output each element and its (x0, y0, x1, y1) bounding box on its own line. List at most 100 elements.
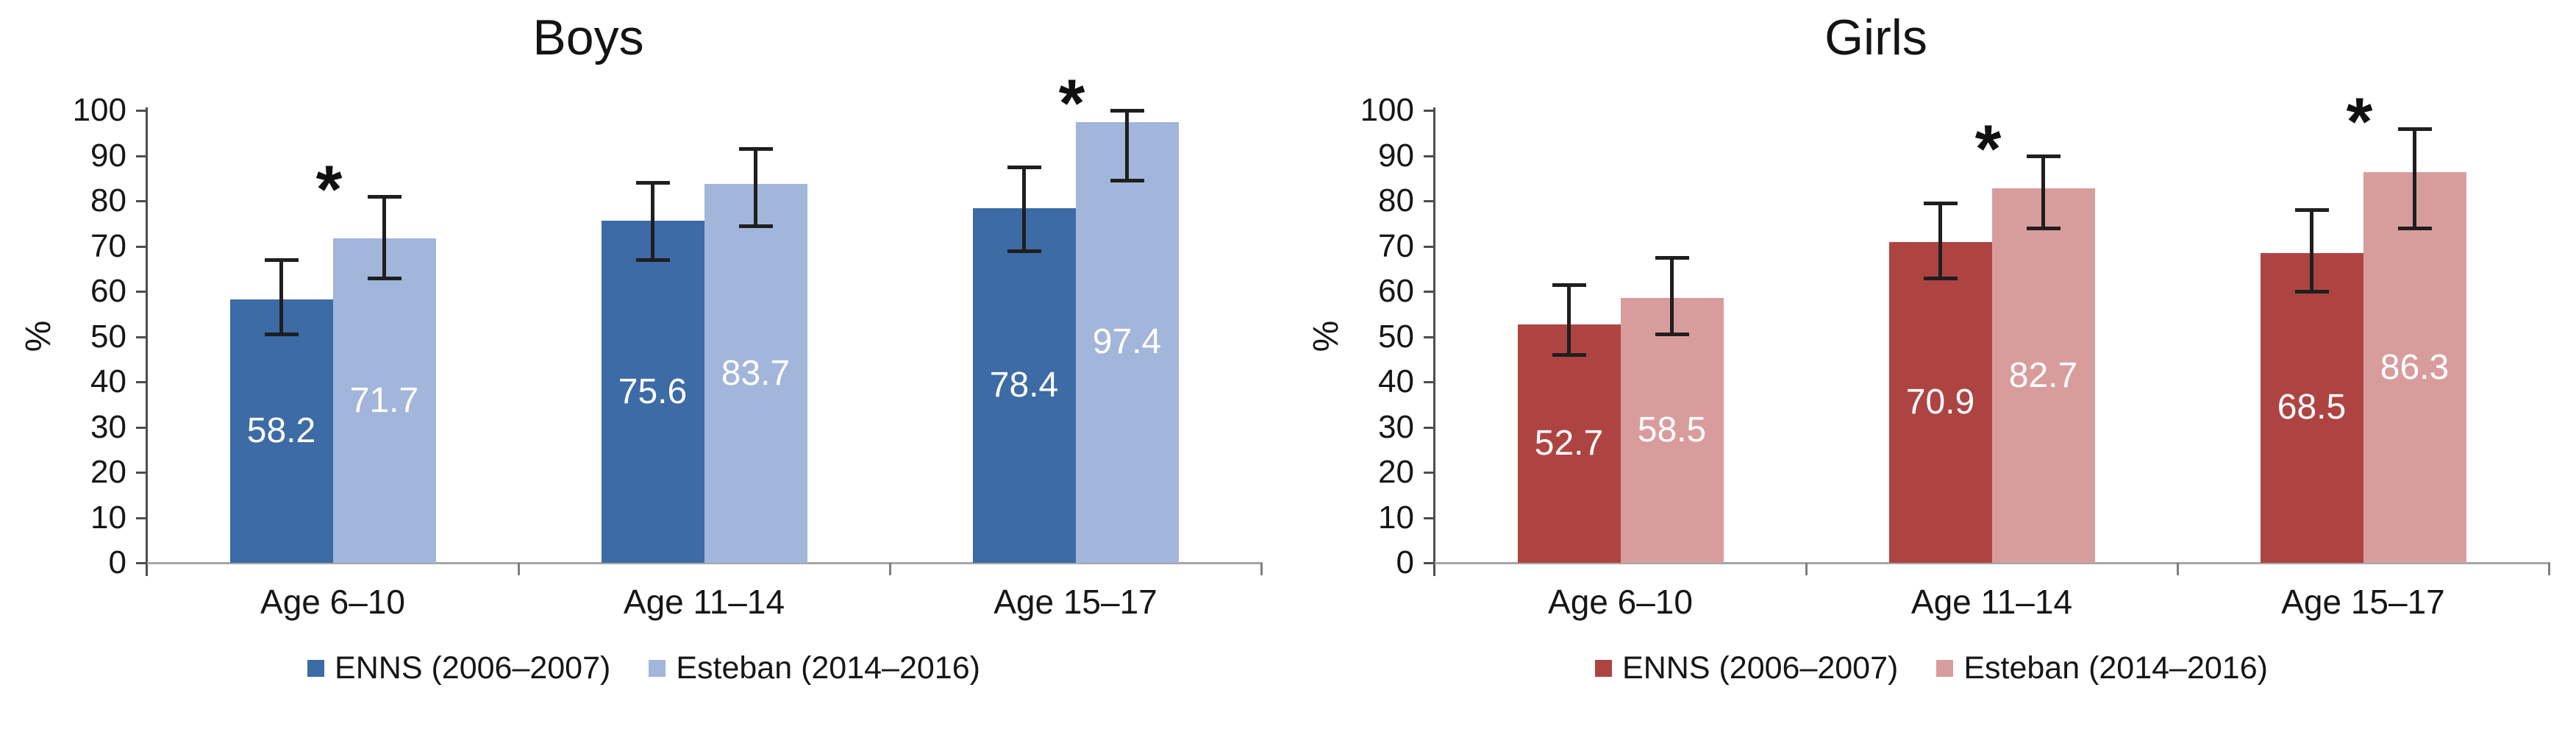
boys-significance-asterisk-2: * (1058, 66, 1085, 141)
girls-legend-swatch-enns (1595, 659, 1613, 677)
boys-y-tick-label-60: 60 (90, 273, 126, 309)
plot-area-boys: 0 10 20 30 40 50 60 70 80 90 100 58.2 71.7 * Age 6–10 7… (72, 66, 1263, 621)
girls-error-line-esteban-1 (2041, 155, 2045, 228)
girls-bar-esteban-0 (1620, 298, 1724, 563)
girls-legend-label-esteban: Esteban (2014–2016) (1963, 650, 2268, 686)
boys-y-tick-60 (136, 291, 147, 293)
legend-boys: ENNS (2006–2007) Esteban (2014–2016) (0, 644, 1288, 692)
girls-y-tick-80 (1424, 200, 1435, 202)
boys-legend-label-enns: ENNS (2006–2007) (335, 650, 611, 686)
girls-bar-value-enns-0: 52.7 (1534, 423, 1604, 463)
girls-bar-value-enns-1: 70.9 (1905, 382, 1975, 422)
girls-y-tick-20 (1424, 472, 1435, 474)
girls-bar-enns-1 (1888, 241, 1992, 563)
chart-title-girls: Girls (1824, 10, 1927, 65)
boys-legend-label-esteban: Esteban (2014–2016) (676, 650, 980, 686)
boys-error-cap-top-enns-1 (635, 181, 670, 185)
girls-x-tick-0 (1805, 563, 1808, 575)
boys-y-tick-30 (136, 426, 147, 429)
boys-y-tick-label-20: 20 (90, 454, 126, 490)
girls-y-tick-label-30: 30 (1378, 408, 1414, 445)
girls-y-tick-60 (1424, 291, 1435, 293)
girls-y-tick-label-20: 20 (1378, 454, 1414, 490)
girls-error-line-enns-1 (1938, 203, 1942, 278)
legend-girls: ENNS (2006–2007) Esteban (2014–2016) (1288, 644, 2575, 692)
boys-x-category-label-0: Age 6–10 (260, 583, 405, 621)
boys-error-cap-bottom-enns-0 (264, 333, 299, 337)
plot-area-girls: 0 10 20 30 40 50 60 70 80 90 100 52.7 58.5 Age 6–10 70… (1288, 0, 2575, 732)
girls-bar-value-esteban-1: 82.7 (2008, 355, 2078, 395)
boys-y-tick-90 (136, 154, 147, 157)
boys-bar-enns-1 (601, 221, 704, 563)
boys-y-tick-70 (136, 245, 147, 248)
girls-error-cap-bottom-enns-1 (1923, 276, 1958, 280)
girls-significance-asterisk-1: * (1974, 111, 2002, 187)
girls-y-tick-50 (1424, 335, 1435, 338)
girls-error-cap-top-esteban-0 (1655, 255, 1689, 260)
boys-error-cap-top-esteban-0 (367, 194, 402, 199)
boys-y-tick-label-70: 70 (90, 227, 126, 264)
girls-y-tick-label-70: 70 (1378, 227, 1414, 264)
girls-error-cap-top-esteban-2 (2397, 127, 2432, 131)
boys-x-tick-1 (889, 563, 891, 575)
boys-x-tick-2 (1260, 563, 1263, 575)
chart-title-boys: Boys (532, 10, 644, 65)
girls-y-tick-10 (1424, 516, 1435, 519)
girls-x-category-label-0: Age 6–10 (1548, 583, 1693, 621)
girls-y-tick-label-0: 0 (1396, 544, 1414, 580)
boys-legend-item-enns: ENNS (2006–2007) (307, 650, 610, 686)
boys-error-cap-top-esteban-1 (738, 147, 773, 152)
girls-error-cap-bottom-esteban-2 (2397, 226, 2432, 230)
girls-x-tick-1 (2177, 563, 2179, 575)
boys-y-tick-label-0: 0 (108, 544, 126, 580)
girls-bar-value-esteban-0: 58.5 (1637, 411, 1707, 450)
girls-legend-label-enns: ENNS (2006–2007) (1622, 650, 1899, 686)
boys-y-tick-100 (136, 110, 147, 112)
boys-bar-esteban-0 (332, 238, 436, 563)
girls-bar-enns-0 (1517, 324, 1621, 563)
boys-bar-value-esteban-0: 71.7 (349, 380, 419, 420)
girls-error-cap-bottom-esteban-0 (1655, 333, 1689, 337)
boys-bar-value-enns-2: 78.4 (989, 365, 1059, 405)
girls-error-cap-top-enns-2 (2294, 208, 2329, 213)
boys-x-tick-0 (518, 563, 520, 575)
boys-bar-esteban-2 (1075, 121, 1179, 563)
girls-x-axis-line (1435, 562, 2550, 564)
girls-error-cap-top-enns-0 (1552, 283, 1586, 287)
boys-y-tick-50 (136, 335, 147, 338)
boys-legend-swatch-enns (307, 659, 325, 677)
girls-y-tick-label-40: 40 (1378, 363, 1414, 399)
girls-x-category-label-1: Age 11–14 (1910, 583, 2073, 621)
girls-y-tick-30 (1424, 426, 1435, 429)
girls-x-tick-2 (2548, 563, 2550, 575)
girls-bar-value-esteban-2: 86.3 (2380, 347, 2450, 387)
boys-y-tick-label-50: 50 (90, 318, 126, 355)
boys-y-tick-label-100: 100 (72, 92, 126, 128)
boys-error-cap-top-esteban-2 (1110, 109, 1144, 113)
boys-x-axis-line (147, 562, 1263, 564)
panel-boys: Boys % 0 10 20 30 40 50 60 70 80 90 100 58.2 71.7 * Ag… (0, 10, 1288, 692)
boys-error-cap-bottom-enns-1 (635, 257, 670, 262)
boys-error-line-esteban-2 (1125, 110, 1129, 181)
girls-error-cap-bottom-esteban-1 (2026, 226, 2061, 230)
boys-error-cap-bottom-esteban-2 (1110, 179, 1144, 183)
girls-error-line-esteban-2 (2413, 128, 2416, 228)
boys-error-line-enns-1 (651, 182, 654, 260)
girls-bar-value-enns-2: 68.5 (2277, 388, 2347, 427)
boys-y-tick-80 (136, 200, 147, 202)
girls-legend-item-esteban: Esteban (2014–2016) (1936, 650, 2268, 686)
girls-bar-esteban-1 (1991, 188, 2095, 563)
girls-y-tick-0 (1424, 562, 1435, 564)
girls-legend-swatch-esteban (1936, 659, 1954, 677)
boys-y-tick-0 (136, 562, 147, 564)
girls-y-tick-40 (1424, 381, 1435, 383)
girls-y-tick-label-100: 100 (1360, 92, 1414, 128)
boys-x-category-label-2: Age 15–17 (993, 583, 1157, 621)
boys-y-tick-label-80: 80 (90, 182, 126, 218)
girls-significance-asterisk-2: * (2346, 84, 2373, 160)
boys-y-tick-label-30: 30 (90, 408, 126, 445)
girls-y-tick-label-10: 10 (1378, 499, 1414, 536)
boys-error-line-enns-2 (1022, 166, 1026, 251)
girls-y-axis-line (1433, 107, 1435, 576)
